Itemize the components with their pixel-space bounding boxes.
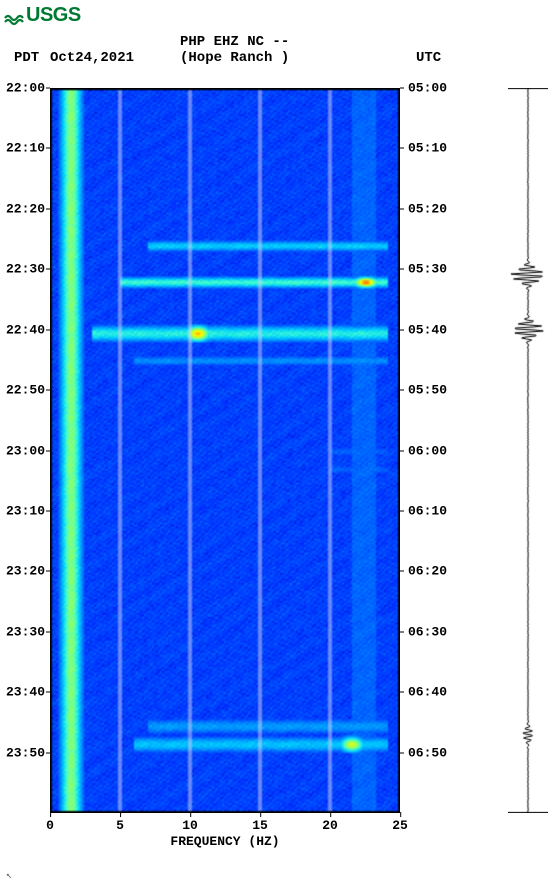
x-tick: 10 xyxy=(182,818,198,833)
y-tick-left: 23:40 xyxy=(6,685,45,700)
station-label: PHP EHZ NC -- xyxy=(180,34,289,50)
pdt-label: PDT xyxy=(14,50,39,66)
logo-text: USGS xyxy=(26,4,81,27)
x-tick: 0 xyxy=(46,818,54,833)
x-tick: 25 xyxy=(392,818,408,833)
y-tick-right: 05:10 xyxy=(408,141,447,156)
y-tick-right: 06:00 xyxy=(408,443,447,458)
y-tick-right: 06:10 xyxy=(408,503,447,518)
x-tick: 5 xyxy=(116,818,124,833)
y-tick-right: 05:20 xyxy=(408,201,447,216)
date-label: Oct24,2021 xyxy=(50,50,134,66)
y-tick-left: 23:30 xyxy=(6,624,45,639)
x-tick: 20 xyxy=(322,818,338,833)
y-tick-right: 05:30 xyxy=(408,262,447,277)
y-tick-right: 06:40 xyxy=(408,685,447,700)
y-tick-left: 23:20 xyxy=(6,564,45,579)
y-tick-right: 06:30 xyxy=(408,624,447,639)
y-tick-right: 06:20 xyxy=(408,564,447,579)
side-trace-canvas xyxy=(508,88,548,813)
utc-label: UTC xyxy=(416,50,441,66)
y-tick-right: 06:50 xyxy=(408,745,447,760)
location-label: (Hope Ranch ) xyxy=(180,50,289,66)
y-tick-left: 22:50 xyxy=(6,383,45,398)
wave-icon xyxy=(4,6,24,26)
y-tick-left: 23:10 xyxy=(6,503,45,518)
y-tick-left: 22:30 xyxy=(6,262,45,277)
y-tick-left: 22:20 xyxy=(6,201,45,216)
spectrogram-plot xyxy=(50,88,400,813)
spectrogram-canvas xyxy=(50,88,400,813)
y-tick-left: 22:40 xyxy=(6,322,45,337)
y-tick-right: 05:50 xyxy=(408,383,447,398)
x-tick: 15 xyxy=(252,818,268,833)
y-axis-right: 05:0005:1005:2005:3005:4005:5006:0006:10… xyxy=(408,88,458,813)
y-tick-left: 22:10 xyxy=(6,141,45,156)
cursor-icon: ↖ xyxy=(6,870,12,882)
side-seismogram xyxy=(508,88,548,813)
y-axis-left: 22:0022:1022:2022:3022:4022:5023:0023:10… xyxy=(6,88,50,813)
y-tick-right: 05:40 xyxy=(408,322,447,337)
y-tick-right: 05:00 xyxy=(408,81,447,96)
y-tick-left: 22:00 xyxy=(6,81,45,96)
y-tick-left: 23:00 xyxy=(6,443,45,458)
x-axis-label: FREQUENCY (HZ) xyxy=(50,834,400,849)
usgs-logo: USGS xyxy=(4,4,81,27)
y-tick-left: 23:50 xyxy=(6,745,45,760)
